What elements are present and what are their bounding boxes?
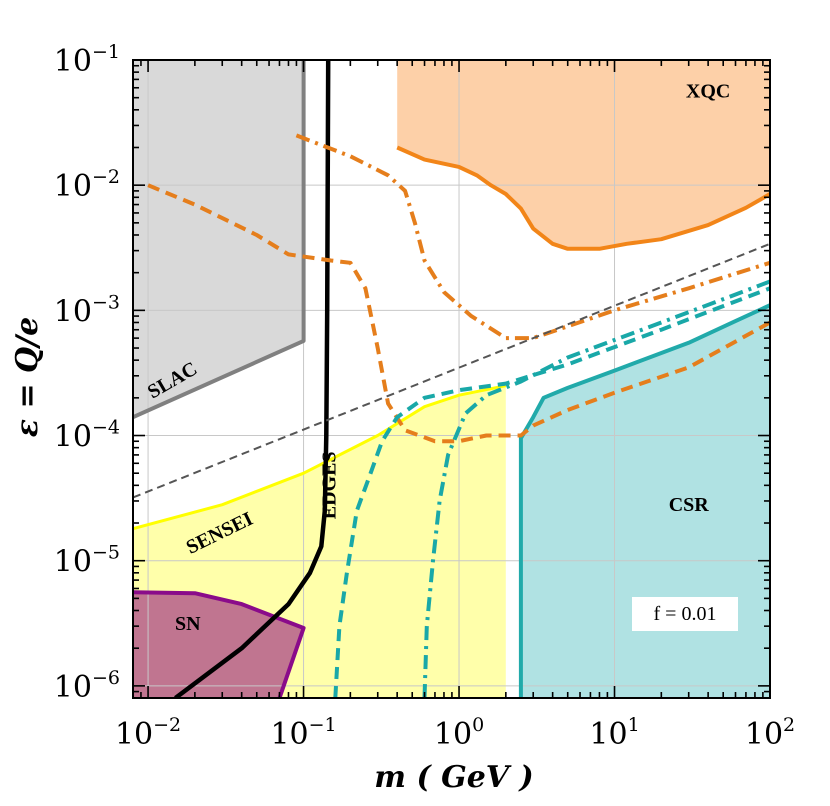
y-tick-label: 10−3	[54, 291, 120, 329]
boundary-slac	[133, 60, 306, 420]
region-csr	[520, 305, 770, 698]
annotation-box: f = 0.01	[632, 597, 738, 631]
label-edges: EDGES	[318, 451, 340, 519]
y-tick-label: 10−5	[54, 542, 120, 580]
x-tick-label: 102	[745, 714, 795, 752]
y-tick-label: 10−2	[54, 166, 120, 204]
y-tick-label: 10−6	[54, 667, 120, 705]
y-tick-label: 10−4	[54, 417, 120, 455]
region-sn	[133, 592, 304, 698]
curve-4-dashed	[333, 286, 770, 698]
label-csr: CSR	[669, 494, 710, 516]
y-axis-label: ε = Q/e	[10, 317, 45, 437]
x-axis-label: m ( GeV )	[374, 760, 533, 795]
ticks: 10−2 10−1 100 101 102 10−6 10−5 10−4 10−3 10−2 10−…	[54, 41, 795, 752]
regions	[133, 60, 770, 698]
boundary-sensei	[133, 384, 507, 531]
region-xqc	[397, 60, 770, 249]
curve-6-thin-dashed	[133, 242, 770, 499]
label-xqc: XQC	[686, 81, 730, 103]
x-tick-label: 10−1	[270, 714, 336, 752]
curve-3-dashdot	[295, 133, 770, 341]
label-sn: SN	[175, 613, 201, 635]
boundary-xqc	[396, 145, 770, 251]
boundary-sn	[133, 590, 306, 698]
curve-2-dashed	[147, 183, 770, 444]
curves	[133, 60, 770, 698]
curve-1-solid	[174, 60, 331, 698]
x-tick-label: 10−2	[115, 714, 181, 752]
x-tick-label: 100	[434, 714, 484, 752]
region-slac	[133, 60, 304, 418]
curve-5-dashdot	[422, 279, 770, 698]
x-tick-label: 101	[589, 714, 639, 752]
annotation-text: f = 0.01	[654, 603, 717, 625]
y-tick-label: 10−1	[54, 41, 120, 79]
